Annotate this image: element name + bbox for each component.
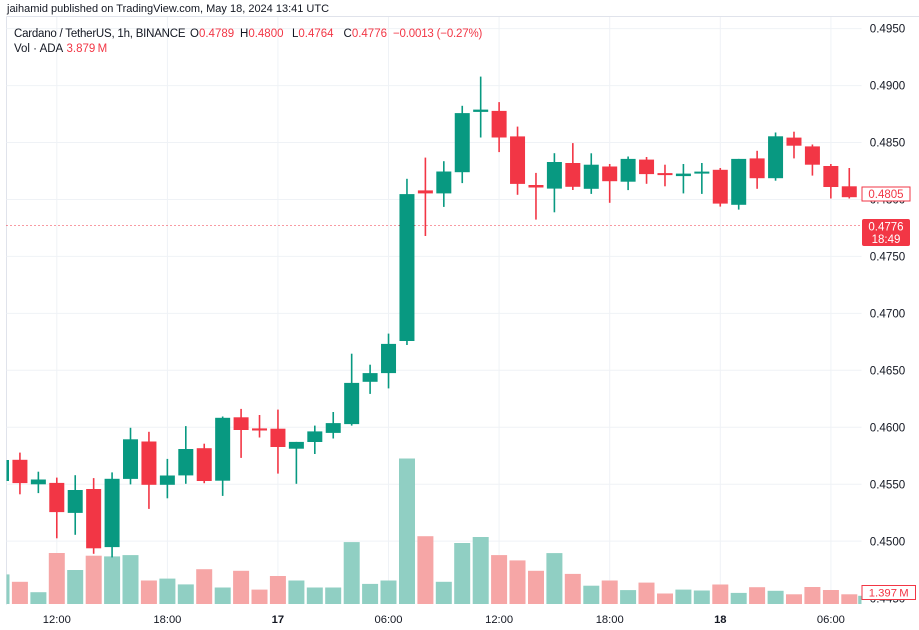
svg-text:0.4900: 0.4900: [870, 80, 905, 93]
svg-text:06:00: 06:00: [375, 614, 403, 626]
svg-text:0.4550: 0.4550: [870, 478, 905, 491]
svg-text:18:49: 18:49: [872, 234, 901, 246]
svg-text:0.4500: 0.4500: [870, 535, 905, 548]
svg-text:0.4850: 0.4850: [870, 137, 905, 150]
svg-text:0.4776: 0.4776: [868, 222, 903, 234]
svg-text:0.4950: 0.4950: [870, 23, 905, 36]
svg-text:0.4600: 0.4600: [870, 422, 905, 435]
svg-text:12:00: 12:00: [43, 614, 71, 626]
svg-text:0.4650: 0.4650: [870, 365, 905, 378]
svg-text:0.4700: 0.4700: [870, 308, 905, 321]
svg-text:18:00: 18:00: [153, 614, 181, 626]
svg-text:12:00: 12:00: [485, 614, 513, 626]
svg-text:18:00: 18:00: [596, 614, 624, 626]
svg-text:06:00: 06:00: [817, 614, 845, 626]
svg-text:18: 18: [714, 614, 726, 626]
svg-text:17: 17: [272, 614, 284, 626]
svg-text:1.397 M: 1.397 M: [869, 588, 909, 600]
svg-text:0.4750: 0.4750: [870, 251, 905, 264]
svg-text:0.4805: 0.4805: [868, 189, 903, 201]
